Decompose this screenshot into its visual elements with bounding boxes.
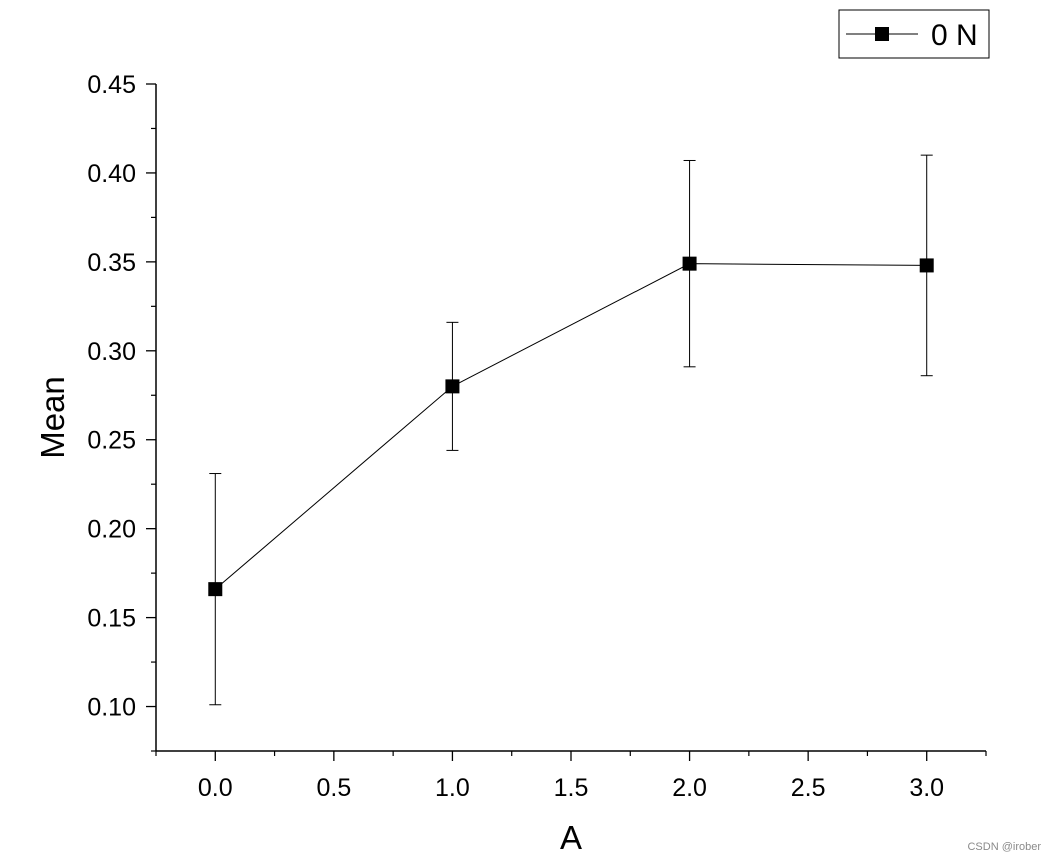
y-tick-label: 0.30 — [87, 338, 136, 366]
legend: 0 N — [838, 9, 990, 59]
x-tick-label: 1.5 — [554, 774, 589, 802]
y-tick-label: 0.40 — [87, 160, 136, 188]
legend-label: 0 N — [931, 19, 978, 52]
y-tick-label: 0.10 — [87, 694, 136, 722]
x-tick-label: 0.5 — [316, 774, 351, 802]
y-tick-label: 0.45 — [87, 71, 136, 99]
x-tick-label: 1.0 — [435, 774, 470, 802]
series-layer — [208, 154, 934, 706]
x-tick-label: 2.0 — [672, 774, 707, 802]
watermark: CSDN @irober — [967, 841, 1041, 853]
x-tick-label: 2.5 — [791, 774, 826, 802]
x-tick-label: 3.0 — [909, 774, 944, 802]
y-axis-title: Mean — [34, 376, 71, 459]
data-point — [208, 582, 223, 597]
data-point — [919, 258, 934, 273]
data-point — [682, 256, 697, 271]
data-point — [445, 379, 460, 394]
x-tick-label: 0.0 — [198, 774, 233, 802]
y-tick-label: 0.15 — [87, 605, 136, 633]
axes: 0.10 0.15 0.20 0.25 0.30 0.35 0.40 0.45 0.0 0.5 1.… — [87, 71, 987, 802]
legend-marker — [875, 27, 889, 41]
x-axis-title: A — [560, 819, 582, 856]
y-tick-label: 0.35 — [87, 249, 136, 277]
y-tick-label: 0.25 — [87, 427, 136, 455]
y-tick-label: 0.20 — [87, 516, 136, 544]
series-line — [214, 263, 927, 590]
